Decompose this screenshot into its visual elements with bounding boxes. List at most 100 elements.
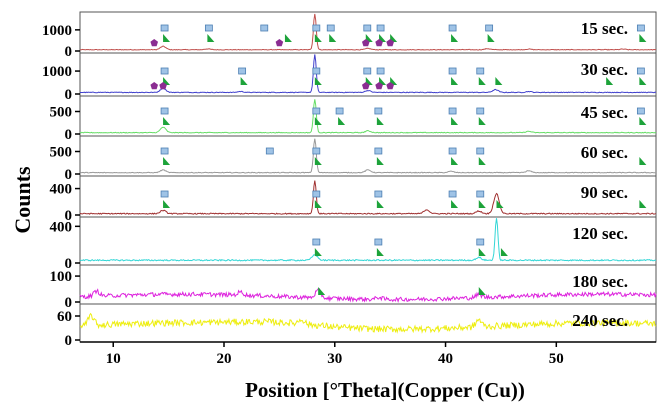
phase-marker-triangle: [639, 200, 647, 208]
phase-marker-triangle: [207, 34, 215, 42]
phase-marker-triangle: [163, 200, 171, 208]
phase-marker-pentagon: [375, 82, 383, 90]
y-tick-label: 0: [65, 295, 73, 311]
x-axis: 10 20 30 40 50: [80, 341, 656, 367]
phase-marker-triangle: [451, 157, 459, 165]
series-line: [79, 13, 656, 51]
panel-time-label: 15 sec.: [581, 19, 628, 38]
phase-marker-triangle: [163, 157, 171, 165]
phase-marker-triangle: [163, 117, 171, 125]
phase-marker-square: [335, 107, 344, 115]
y-tick-label: 0: [65, 87, 73, 103]
panel-time-label: 90 sec.: [581, 183, 628, 202]
y-tick-label: 0: [65, 333, 73, 349]
phase-marker-square: [448, 147, 457, 155]
x-tick-label: 30: [327, 351, 342, 367]
phase-marker-triangle: [451, 77, 459, 85]
phase-marker-square: [476, 238, 485, 246]
x-tick-label: 20: [217, 351, 232, 367]
y-tick-label: 60: [57, 309, 72, 325]
phase-marker-square: [476, 147, 485, 155]
y-tick-label: 0: [65, 44, 73, 60]
phase-marker-triangle: [379, 34, 387, 42]
phase-marker-square: [363, 24, 372, 32]
phase-marker-triangle: [314, 248, 322, 256]
phase-marker-triangle: [365, 34, 373, 42]
phase-marker-square: [204, 24, 213, 32]
phase-marker-triangle: [365, 77, 373, 85]
phase-marker-triangle: [487, 34, 495, 42]
phase-marker-pentagon: [159, 82, 167, 90]
y-tick-label: 0: [65, 167, 73, 183]
phase-marker-triangle: [390, 77, 398, 85]
phase-marker-triangle: [379, 77, 387, 85]
phase-marker-triangle: [314, 77, 322, 85]
y-tick-label: 0: [65, 127, 73, 143]
series-line: [79, 138, 657, 174]
phase-marker-square: [312, 67, 321, 75]
phase-marker-triangle: [478, 157, 486, 165]
phase-marker-square: [448, 24, 457, 32]
phase-marker-square: [636, 67, 645, 75]
phase-marker-pentagon: [362, 82, 370, 90]
phase-marker-pentagon: [375, 39, 383, 47]
phase-marker-triangle: [314, 117, 322, 125]
phase-marker-square: [312, 147, 321, 155]
x-tick-label: 10: [106, 351, 121, 367]
y-tick-label: 1000: [42, 64, 72, 80]
phase-marker-triangle: [314, 200, 322, 208]
y-tick-label: 400: [50, 219, 73, 235]
x-axis-title: Position [°Theta](Copper (Cu)): [245, 378, 525, 402]
y-tick-label: 500: [50, 145, 73, 161]
phase-marker-square: [160, 24, 169, 32]
phase-marker-triangle: [478, 287, 486, 295]
y-tick-label: 1000: [42, 23, 72, 39]
phase-marker-triangle: [284, 34, 292, 42]
panel-time-label: 180 sec.: [572, 272, 628, 291]
phase-marker-square: [260, 24, 269, 32]
y-tick-label: 0: [65, 256, 73, 272]
phase-marker-triangle: [639, 77, 647, 85]
phase-marker-square: [160, 67, 169, 75]
panel-time-label: 120 sec.: [572, 224, 628, 243]
panel-4: 500 0 60 sec.: [50, 135, 657, 183]
phase-marker-square: [448, 67, 457, 75]
series-line: [80, 54, 657, 94]
phase-marker-triangle: [376, 157, 384, 165]
phase-marker-square: [312, 238, 321, 246]
phase-marker-pentagon: [386, 82, 394, 90]
phase-marker-square: [265, 147, 274, 155]
y-axis-title: Counts: [10, 166, 35, 234]
phase-marker-pentagon: [275, 39, 284, 47]
y-tick-label: 500: [50, 105, 73, 121]
phase-marker-square: [374, 238, 383, 246]
phase-marker-square: [363, 67, 372, 75]
y-tick-label: 100: [50, 269, 73, 285]
panel-6: 400 0 120 sec.: [50, 216, 657, 272]
phase-marker-pentagon: [150, 39, 158, 47]
phase-marker-triangle: [163, 77, 171, 85]
panel-time-label: 45 sec.: [581, 103, 628, 122]
series-line: [79, 288, 657, 304]
phase-marker-square: [160, 147, 169, 155]
phase-marker-square: [374, 190, 383, 198]
phase-marker-square: [485, 24, 494, 32]
phase-marker-triangle: [451, 117, 459, 125]
x-tick-label: 50: [549, 351, 564, 367]
phase-marker-triangle: [478, 248, 486, 256]
phase-marker-triangle: [500, 248, 508, 256]
phase-marker-square: [476, 107, 485, 115]
phase-marker-triangle: [376, 117, 384, 125]
phase-marker-triangle: [390, 34, 398, 42]
panel-time-label: 30 sec.: [581, 60, 628, 79]
panel-1: 1000 0 15 sec.: [42, 11, 657, 60]
phase-marker-square: [636, 24, 645, 32]
phase-marker-square: [476, 190, 485, 198]
panel-time-label: 240 sec.: [572, 311, 628, 330]
phase-marker-triangle: [376, 248, 384, 256]
phase-marker-square: [448, 107, 457, 115]
phase-marker-square: [376, 67, 385, 75]
